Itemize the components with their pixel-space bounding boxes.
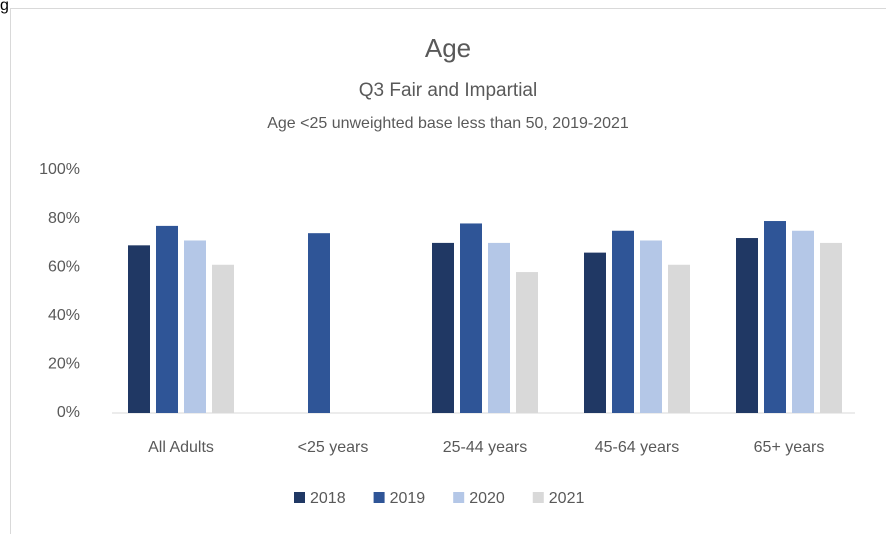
- caption-fragment: g: [0, 0, 9, 14]
- bar: [156, 225, 178, 413]
- chart-subtitle: Q3 Fair and Impartial: [359, 80, 537, 101]
- bar: [668, 264, 690, 413]
- legend-label: 2018: [310, 490, 346, 507]
- legend-label: 2020: [469, 490, 505, 507]
- bar: [612, 230, 634, 413]
- bar: [820, 242, 842, 413]
- bar: [128, 245, 150, 413]
- bar: [516, 272, 538, 413]
- chart-border: [10, 8, 886, 534]
- bar: [584, 252, 606, 413]
- legend-swatch: [373, 492, 385, 503]
- y-tick-label: 0%: [57, 404, 80, 421]
- bar: [308, 233, 330, 413]
- x-tick-label: 45-64 years: [595, 439, 680, 456]
- x-tick-label: All Adults: [148, 439, 214, 456]
- y-tick-label: 100%: [39, 161, 80, 178]
- bar: [488, 242, 510, 413]
- bar: [736, 238, 758, 413]
- bar: [460, 223, 482, 413]
- bar: [432, 242, 454, 413]
- legend-swatch: [532, 492, 544, 503]
- x-tick-label: <25 years: [298, 439, 369, 456]
- y-tick-label: 80%: [48, 210, 80, 227]
- y-tick-label: 60%: [48, 258, 80, 275]
- y-tick-label: 40%: [48, 307, 80, 324]
- legend-label: 2019: [390, 490, 426, 507]
- bar: [792, 230, 814, 413]
- bar: [764, 221, 786, 413]
- legend-swatch: [294, 492, 305, 503]
- chart-title: Age: [425, 33, 471, 63]
- bar: [212, 264, 234, 413]
- x-tick-label: 65+ years: [754, 439, 825, 456]
- bar: [184, 240, 206, 413]
- legend-swatch: [453, 492, 465, 503]
- legend-label: 2021: [549, 490, 585, 507]
- y-tick-label: 20%: [48, 356, 80, 373]
- bar: [640, 240, 662, 413]
- chart-note: Age <25 unweighted base less than 50, 20…: [267, 115, 629, 132]
- x-tick-label: 25-44 years: [443, 439, 528, 456]
